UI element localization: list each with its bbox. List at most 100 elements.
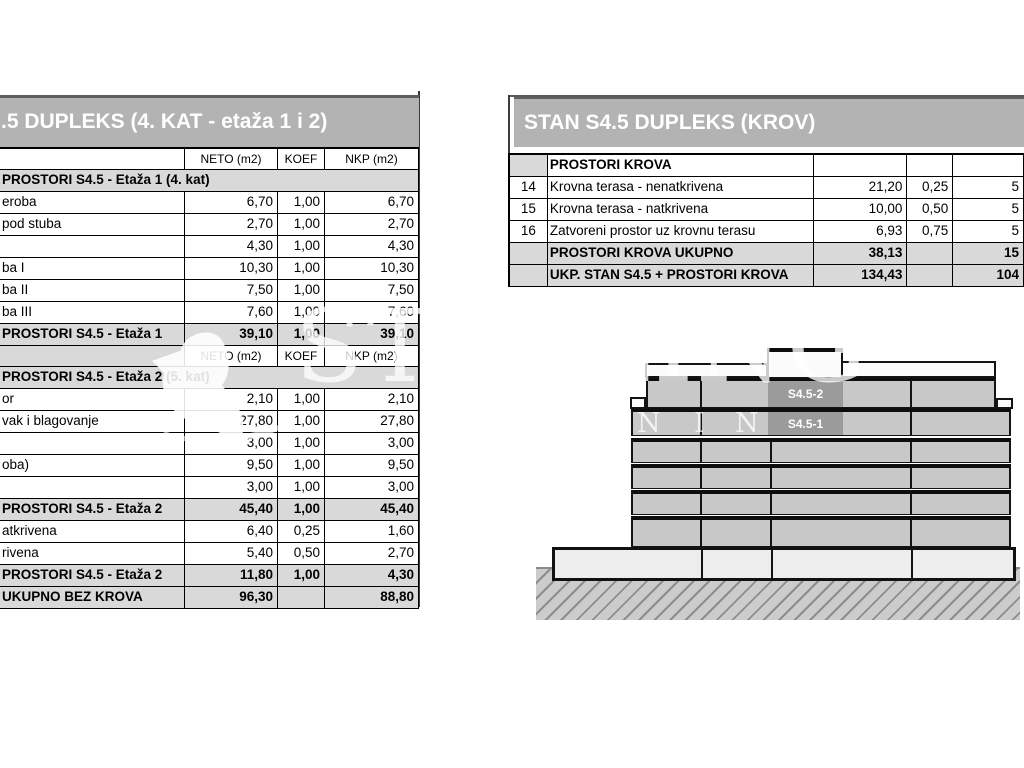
cell-neto: 9,50 [185,455,278,477]
cell-koef: 0,50 [907,199,954,221]
cell-koef: 1,00 [278,258,325,280]
cell-koef: 0,25 [907,177,954,199]
column-header-koef: KOEF [278,346,325,367]
unit-label-s4-5-2: S4.5-2 [787,387,824,401]
cell-nkp: 7,60 [325,302,419,324]
table-row: eroba 6,70 1,00 6,70 [0,192,419,214]
cell-neto: 134,43 [813,265,908,287]
ground-floor-slab [552,547,1016,581]
cell-label: PROSTORI S4.5 - Etaža 2 [0,565,185,587]
cell-koef: 1,00 [278,433,325,455]
column-header-nkp: NKP (m2) [325,149,419,170]
floor-divider [770,520,772,546]
floor-band-0 [631,516,1011,547]
cell-neto: 10,00 [813,199,908,221]
ground-hatch [536,567,1020,620]
cell-neto: 11,80 [185,565,278,587]
table-row: UKP. STAN S4.5 + PROSTORI KROVA 134,43 104 [510,265,1024,287]
table-row: 3,00 1,00 3,00 [0,433,419,455]
cell-nkp: 7,50 [325,280,419,302]
cell-nkp-clipped: 5 [953,221,1024,243]
cell-nkp: 39,10 [325,324,419,346]
floor-divider [910,412,912,435]
cell-row-number [510,265,548,287]
table-row: NETO (m2) KOEF NKP (m2) [0,149,419,170]
cell-neto [813,155,908,177]
cell-koef: 1,00 [278,214,325,236]
cell-label [0,346,185,367]
cell-nkp-clipped [953,155,1024,177]
cell-label: ba I [0,258,185,280]
cell-nkp: 9,50 [325,455,419,477]
cell-label: ba III [0,302,185,324]
cell-neto: 6,93 [813,221,908,243]
cell-neto: 10,30 [185,258,278,280]
cell-label: PROSTORI S4.5 - Etaža 2 [0,499,185,521]
cell-neto: 21,20 [813,177,908,199]
table-row: UKUPNO BEZ KROVA 96,30 88,80 [0,587,419,609]
table-row: pod stuba 2,70 1,00 2,70 [0,214,419,236]
cell-koef: 1,00 [278,302,325,324]
table-row: 3,00 1,00 3,00 [0,477,419,499]
cell-koef: 1,00 [278,455,325,477]
roof-step-right [996,398,1013,409]
cell-neto: 5,40 [185,543,278,565]
cell-nkp: 2,10 [325,389,419,411]
cell-label: oba) [0,455,185,477]
cell-nkp: 3,00 [325,433,419,455]
cell-koef: 0,50 [278,543,325,565]
cell-nkp: 4,30 [325,565,419,587]
table-row: 16 Zatvoreni prostor uz krovnu terasu 6,93… [510,221,1024,243]
slab-divider [701,550,703,578]
cell-neto: 6,70 [185,192,278,214]
floor-divider [910,520,912,546]
roof-penthouse [767,348,843,379]
cell-neto: 96,30 [185,587,278,609]
cell-nkp-clipped: 5 [953,199,1024,221]
cell-label: eroba [0,192,185,214]
cell-row-number: 15 [510,199,548,221]
cell-neto: 7,50 [185,280,278,302]
table-row: PROSTORI KROVA UKUPNO 38,13 15 [510,243,1024,265]
cell-koef: 0,75 [907,221,954,243]
cell-nkp-clipped: 104 [953,265,1024,287]
cell-koef: 1,00 [278,236,325,258]
table-row: 14 Krovna terasa - nenatkrivena 21,20 0,25 5 [510,177,1024,199]
table-row: oba) 9,50 1,00 9,50 [0,455,419,477]
column-header-neto: NETO (m2) [185,149,278,170]
cell-koef [907,265,954,287]
cell-neto: 4,30 [185,236,278,258]
cell-nkp: 10,30 [325,258,419,280]
cell-label [0,477,185,499]
left-table-right-frame-line [418,91,420,607]
cell-neto: 7,60 [185,302,278,324]
cell-koef: 1,00 [278,565,325,587]
cell-label: atkrivena [0,521,185,543]
section-header: PROSTORI S4.5 - Etaža 2 (5. kat) [0,367,419,389]
cell-nkp-clipped: 15 [953,243,1024,265]
table-row: PROSTORI S4.5 - Etaža 1 (4. kat) [0,170,419,192]
right-table-title: STAN S4.5 DUPLEKS (KROV) [524,111,816,134]
right-table-left-frame-line [508,95,510,155]
cell-koef [907,155,954,177]
floor-divider [700,468,702,488]
cell-koef [907,243,954,265]
cell-neto: 3,00 [185,433,278,455]
cell-label [0,236,185,258]
table-row: 15 Krovna terasa - natkrivena 10,00 0,50 5 [510,199,1024,221]
cell-nkp-clipped: 5 [953,177,1024,199]
roof-step-left [630,397,646,409]
floor-band-5: S4.5-2 [646,377,996,408]
cell-label: PROSTORI KROVA [547,155,814,177]
cell-koef: 1,00 [278,411,325,433]
cell-nkp: 27,80 [325,411,419,433]
floor-divider [770,442,772,462]
floor-band-2 [631,464,1011,489]
cell-label: or [0,389,185,411]
cell-koef: 0,25 [278,521,325,543]
cell-label: PROSTORI S4.5 - Etaža 1 [0,324,185,346]
table-row: PROSTORI S4.5 - Etaža 2 45,40 1,00 45,40 [0,499,419,521]
cell-neto: 39,10 [185,324,278,346]
cell-label [0,149,185,170]
right-table-title-bar: STAN S4.5 DUPLEKS (KROV) [514,97,1024,147]
